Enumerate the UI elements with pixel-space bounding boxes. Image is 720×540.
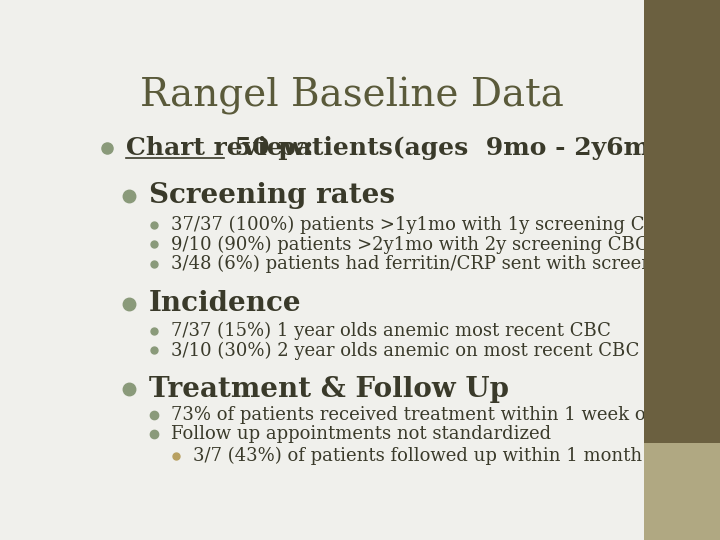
Text: Rangel Baseline Data: Rangel Baseline Data xyxy=(140,77,564,115)
Text: 3/7 (43%) of patients followed up within 1 month: 3/7 (43%) of patients followed up within… xyxy=(193,447,642,465)
Text: Chart review:: Chart review: xyxy=(126,136,314,160)
Text: 7/37 (15%) 1 year olds anemic most recent CBC: 7/37 (15%) 1 year olds anemic most recen… xyxy=(171,322,611,340)
Text: Treatment & Follow Up: Treatment & Follow Up xyxy=(148,376,508,403)
Text: 73% of patients received treatment within 1 week of lab result: 73% of patients received treatment withi… xyxy=(171,406,720,424)
Text: Screening rates: Screening rates xyxy=(148,183,395,210)
Text: 3/48 (6%) patients had ferritin/CRP sent with screening labs: 3/48 (6%) patients had ferritin/CRP sent… xyxy=(171,255,720,273)
Text: 50 patients(ages  9mo - 2y6mo): 50 patients(ages 9mo - 2y6mo) xyxy=(225,136,678,160)
Text: 3/10 (30%) 2 year olds anemic on most recent CBC: 3/10 (30%) 2 year olds anemic on most re… xyxy=(171,341,639,360)
Text: Incidence: Incidence xyxy=(148,291,301,318)
Text: 9/10 (90%) patients >2y1mo with 2y screening CBC sent: 9/10 (90%) patients >2y1mo with 2y scree… xyxy=(171,235,693,254)
Text: 37/37 (100%) patients >1y1mo with 1y screening CBC sent: 37/37 (100%) patients >1y1mo with 1y scr… xyxy=(171,216,716,234)
Text: Follow up appointments not standardized: Follow up appointments not standardized xyxy=(171,426,551,443)
